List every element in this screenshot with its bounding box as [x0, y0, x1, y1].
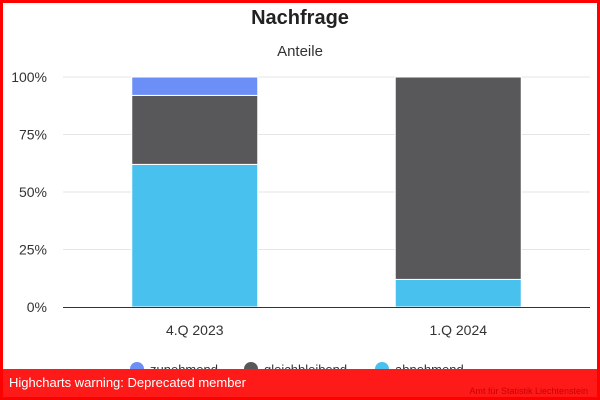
highcharts-warning-bar: Highcharts warning: Deprecated member [3, 369, 597, 397]
bar-segment-abnehmend[interactable] [131, 163, 259, 308]
x-tick-label: 1.Q 2024 [429, 322, 487, 338]
x-tick-label: 4.Q 2023 [166, 322, 224, 338]
chart-subtitle: Anteile [277, 43, 323, 60]
bar-segment-gleichbleibend[interactable] [131, 94, 259, 165]
y-tick-label: 25% [19, 242, 47, 258]
bar-segment-abnehmend[interactable] [394, 278, 522, 308]
bar-segment-zunehmend[interactable] [131, 76, 259, 96]
y-tick-label: 75% [19, 127, 47, 143]
chart-title: Nachfrage [251, 7, 349, 29]
chart-credit[interactable]: Amt für Statistik Liechtenstein [469, 386, 588, 396]
y-tick-label: 50% [19, 184, 47, 200]
y-tick-label: 100% [11, 69, 47, 85]
y-tick-label: 0% [27, 299, 47, 315]
bar-segment-gleichbleibend[interactable] [394, 76, 522, 280]
